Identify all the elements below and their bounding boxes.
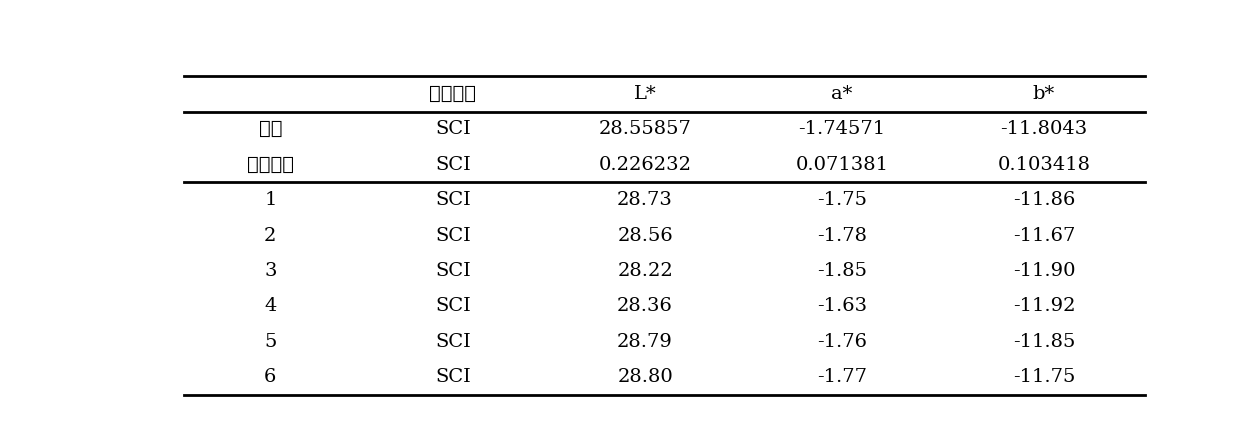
Text: 标准偏差: 标准偏差 bbox=[247, 155, 294, 174]
Text: SCI: SCI bbox=[435, 368, 471, 386]
Text: -1.75: -1.75 bbox=[817, 191, 867, 209]
Text: 4: 4 bbox=[264, 297, 277, 315]
Text: -1.63: -1.63 bbox=[817, 297, 867, 315]
Text: L*: L* bbox=[634, 85, 656, 103]
Text: -11.75: -11.75 bbox=[1013, 368, 1075, 386]
Text: SCI: SCI bbox=[435, 120, 471, 138]
Text: -1.77: -1.77 bbox=[817, 368, 867, 386]
Text: SCI: SCI bbox=[435, 155, 471, 174]
Text: 6: 6 bbox=[264, 368, 277, 386]
Text: -1.74571: -1.74571 bbox=[799, 120, 885, 138]
Text: 1: 1 bbox=[264, 191, 277, 209]
Text: -11.92: -11.92 bbox=[1013, 297, 1075, 315]
Text: b*: b* bbox=[1033, 85, 1055, 103]
Text: 28.80: 28.80 bbox=[618, 368, 673, 386]
Text: 5: 5 bbox=[264, 333, 277, 351]
Text: -11.90: -11.90 bbox=[1013, 262, 1075, 280]
Text: 群组特性: 群组特性 bbox=[429, 85, 476, 103]
Text: 28.55857: 28.55857 bbox=[599, 120, 692, 138]
Text: -11.85: -11.85 bbox=[1013, 333, 1075, 351]
Text: 28.56: 28.56 bbox=[618, 226, 673, 244]
Text: 平均: 平均 bbox=[259, 120, 281, 138]
Text: SCI: SCI bbox=[435, 333, 471, 351]
Text: 0.071381: 0.071381 bbox=[796, 155, 889, 174]
Text: SCI: SCI bbox=[435, 226, 471, 244]
Text: -11.67: -11.67 bbox=[1013, 226, 1075, 244]
Text: 28.36: 28.36 bbox=[618, 297, 673, 315]
Text: -1.78: -1.78 bbox=[817, 226, 867, 244]
Text: SCI: SCI bbox=[435, 297, 471, 315]
Text: -1.85: -1.85 bbox=[817, 262, 867, 280]
Text: SCI: SCI bbox=[435, 191, 471, 209]
Text: 0.226232: 0.226232 bbox=[599, 155, 692, 174]
Text: 2: 2 bbox=[264, 226, 277, 244]
Text: 28.73: 28.73 bbox=[618, 191, 673, 209]
Text: 28.22: 28.22 bbox=[618, 262, 673, 280]
Text: 28.79: 28.79 bbox=[618, 333, 673, 351]
Text: -1.76: -1.76 bbox=[817, 333, 867, 351]
Text: 3: 3 bbox=[264, 262, 277, 280]
Text: -11.8043: -11.8043 bbox=[1001, 120, 1087, 138]
Text: 0.103418: 0.103418 bbox=[997, 155, 1090, 174]
Text: a*: a* bbox=[832, 85, 853, 103]
Text: SCI: SCI bbox=[435, 262, 471, 280]
Text: -11.86: -11.86 bbox=[1013, 191, 1075, 209]
